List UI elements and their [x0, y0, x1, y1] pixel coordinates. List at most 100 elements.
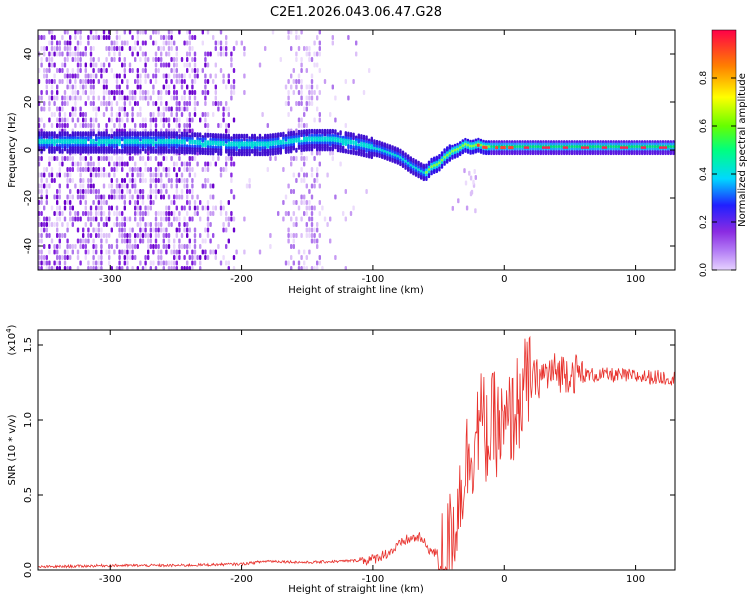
- spectrogram-cell: [292, 211, 295, 216]
- spectrogram-cell: [48, 249, 51, 255]
- spectrogram-cell: [222, 222, 225, 227]
- spectrogram-cell: [76, 68, 80, 73]
- spectrogram-cell: [196, 211, 199, 216]
- spectrogram-cell: [186, 183, 189, 189]
- spectrogram-cell: [295, 178, 298, 183]
- spectrogram-cell: [180, 73, 184, 79]
- spectrogram-cell: [193, 51, 197, 57]
- spectrogram-cell: [206, 150, 210, 156]
- spectrogram-cell: [180, 161, 184, 167]
- spectrogram-cell: [66, 172, 69, 178]
- spectrogram-cell: [105, 233, 108, 238]
- spectrogram-cell: [121, 95, 124, 101]
- spectrogram-cell: [69, 266, 72, 270]
- spectrogram-cell: [113, 148, 116, 154]
- spectrogram-cell: [144, 266, 147, 270]
- spectrogram-cell: [136, 40, 139, 46]
- spectrogram-cell: [45, 46, 48, 51]
- spectrogram-cell: [43, 51, 46, 57]
- spectrogram-cell: [318, 200, 321, 205]
- spectrogram-cell: [126, 117, 129, 123]
- spectrogram-cell: [147, 233, 150, 238]
- spectrogram-cell: [53, 260, 56, 266]
- spectrogram-cell: [84, 62, 87, 68]
- spectrogram-cell: [66, 222, 69, 227]
- spectrogram-cell: [58, 260, 61, 266]
- spectrogram-cell: [217, 150, 220, 156]
- spectrogram-cell: [92, 148, 95, 154]
- spectrogram-cell: [118, 84, 121, 90]
- spectrogram-cell: [58, 106, 61, 112]
- spectrogram-cell: [69, 95, 72, 101]
- spectrogram-cell: [134, 238, 137, 244]
- spectrogram-cell: [417, 173, 420, 179]
- spectrogram-cell: [100, 255, 103, 260]
- spectrogram-cell: [152, 30, 155, 35]
- spectrogram-cell: [134, 211, 137, 216]
- spectrogram-cell: [178, 255, 181, 260]
- spectrogram-cell: [297, 117, 301, 123]
- spectrogram-cell: [63, 112, 67, 117]
- spectrogram-cell: [131, 106, 134, 112]
- spectrogram-cell: [303, 156, 306, 161]
- spectrogram-cell: [201, 90, 204, 95]
- spectrogram-cell: [305, 211, 308, 216]
- spectrogram-cell: [50, 266, 54, 270]
- spectrogram-cell: [199, 260, 202, 266]
- spectrogram-cell: [134, 205, 137, 211]
- x-tick-label: -300: [99, 274, 122, 285]
- spectrogram-cell: [173, 167, 176, 172]
- spectrogram-cell: [40, 106, 43, 112]
- spectrogram-cell: [227, 156, 230, 161]
- spectrogram-cell: [92, 260, 95, 266]
- spectrogram-cell: [183, 205, 186, 211]
- spectrogram-cell: [139, 136, 142, 142]
- spectrogram-cell: [292, 189, 295, 194]
- spectrogram-cell: [160, 57, 163, 62]
- spectrogram-cell: [126, 148, 129, 154]
- spectrogram-cell: [175, 46, 178, 51]
- spectrogram-cell: [318, 183, 321, 189]
- spectrogram-cell: [141, 266, 145, 270]
- spectrogram-cell: [175, 79, 178, 84]
- spectrogram-cell: [144, 30, 147, 35]
- spectrogram-cell: [79, 216, 82, 222]
- colorbar-tick-label: 0.0: [699, 263, 709, 278]
- spectrogram-cell: [63, 172, 67, 178]
- spectrogram-cell: [355, 150, 358, 156]
- spectrogram-cell: [157, 167, 160, 172]
- spectrogram-cell: [175, 117, 178, 123]
- spectrogram-cell: [232, 227, 236, 233]
- spectrogram-cell: [144, 51, 147, 57]
- spectrogram-cell: [144, 79, 147, 84]
- spectrogram-cell: [258, 151, 262, 157]
- spectrogram-cell: [139, 57, 142, 62]
- spectrogram-cell: [160, 95, 163, 101]
- spectrogram-cell: [92, 35, 95, 40]
- spectrogram-cell: [87, 227, 90, 233]
- spectrogram-cell: [45, 216, 48, 222]
- spectrogram-cell: [287, 183, 290, 189]
- spectrogram-cell: [292, 68, 295, 73]
- spectrogram-cell: [102, 101, 106, 106]
- spectrogram-cell: [186, 84, 189, 90]
- spectrogram-cell: [66, 143, 69, 149]
- spectrogram-cell: [160, 62, 163, 68]
- spectrogram-cell: [204, 57, 207, 62]
- spectrogram-cell: [310, 73, 314, 79]
- spectrogram-cell: [56, 260, 59, 266]
- spectrogram-cell: [69, 112, 72, 117]
- spectrogram-cell: [305, 200, 308, 205]
- spectrogram-cell: [316, 84, 319, 90]
- spectrogram-cell: [232, 117, 236, 123]
- spectrogram-cell: [287, 30, 290, 35]
- spectrogram-cell: [131, 148, 134, 154]
- spectrogram-cell: [45, 227, 48, 233]
- spectrogram-cell: [108, 117, 111, 123]
- spectrogram-cell: [110, 90, 113, 95]
- spectrogram-cell: [121, 131, 124, 137]
- spectrogram-cell: [82, 112, 85, 117]
- spectrogram-cell: [583, 146, 587, 149]
- spectrogram-cell: [149, 112, 152, 117]
- spectrogram-cell: [45, 68, 48, 73]
